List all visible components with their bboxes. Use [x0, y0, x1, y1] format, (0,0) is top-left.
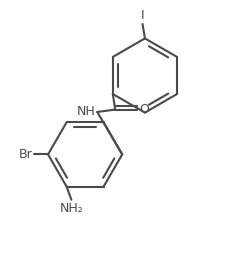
Text: I: I: [141, 9, 144, 22]
Text: NH: NH: [77, 105, 95, 118]
Text: O: O: [140, 103, 150, 116]
Text: NH₂: NH₂: [60, 201, 83, 215]
Text: Br: Br: [19, 148, 32, 161]
